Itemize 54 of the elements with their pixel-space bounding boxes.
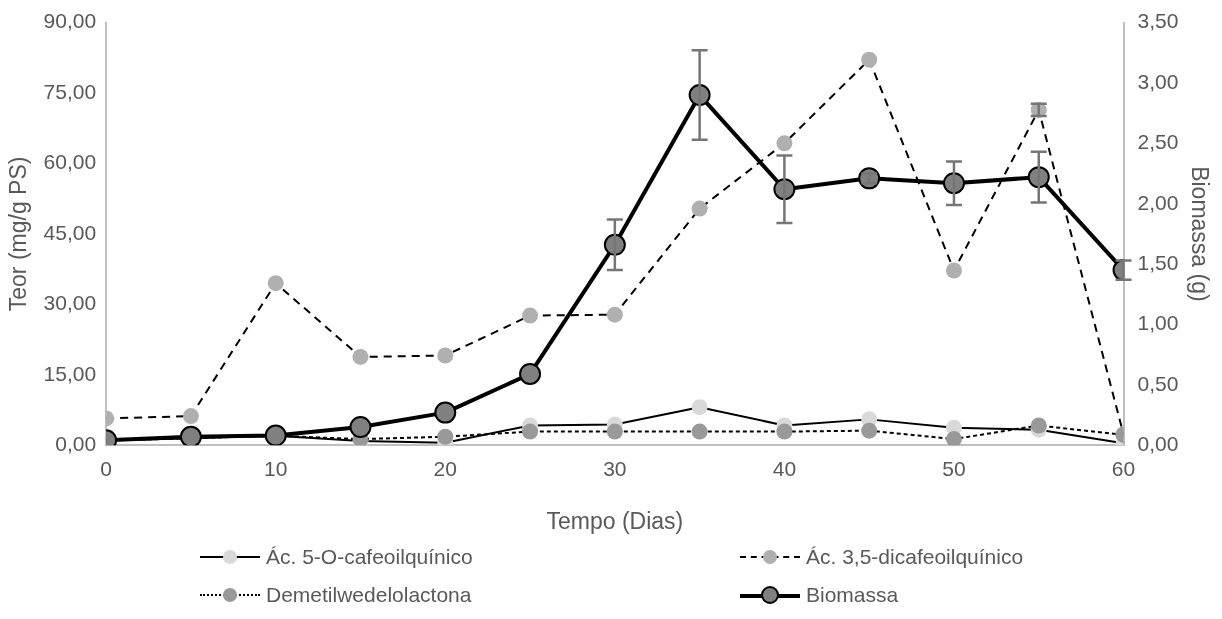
legend-label: Ác. 5-O-cafeoilquínico <box>266 545 473 569</box>
y-tick-label: 30,00 <box>43 291 97 315</box>
y-tick-label: 60,00 <box>43 150 97 174</box>
point <box>519 362 542 385</box>
point <box>606 306 623 323</box>
y2-tick-label: 2,50 <box>1137 130 1179 154</box>
point <box>858 167 881 190</box>
x-tick-label: 10 <box>264 456 288 480</box>
point <box>179 425 202 446</box>
point <box>349 416 372 439</box>
y2-tick-label: 0,50 <box>1137 371 1179 395</box>
point <box>691 423 708 440</box>
legend-label: Biomassa <box>806 583 899 607</box>
point <box>691 399 708 416</box>
x-tick-label: 30 <box>603 456 627 480</box>
point <box>267 275 284 292</box>
point <box>522 307 539 324</box>
x-tick-label: 0 <box>100 456 112 480</box>
x-tick-label: 40 <box>772 456 797 480</box>
point <box>776 135 793 152</box>
x-tick-label: 20 <box>433 456 457 480</box>
point <box>437 428 454 445</box>
y2-tick-label: 3,50 <box>1137 9 1179 33</box>
point <box>437 347 454 364</box>
point <box>776 423 793 440</box>
y2-tick-label: 0,00 <box>1137 432 1179 455</box>
y-tick-label: 90,00 <box>43 9 97 33</box>
point <box>352 348 369 365</box>
point <box>1030 417 1047 434</box>
legend-label: Ác. 3,5-dicafeoilquínico <box>806 545 1024 569</box>
point <box>182 408 199 425</box>
point <box>861 422 878 439</box>
y-tick-label: 15,00 <box>43 361 97 385</box>
y-tick-label: 75,00 <box>43 79 97 103</box>
point <box>945 431 962 446</box>
y2-tick-label: 1,50 <box>1137 250 1179 274</box>
point <box>606 423 623 440</box>
legend-label: Demetilwedelolactona <box>266 583 472 607</box>
y-tick-label: 0,00 <box>55 432 97 455</box>
y-axis-title: Teor (mg/g PS) <box>5 156 32 312</box>
y2-tick-label: 3,00 <box>1137 69 1179 93</box>
x-axis-title: Tempo (Dias) <box>546 507 684 534</box>
y2-axis-title: Biomassa (g) <box>1186 166 1213 302</box>
point <box>861 51 878 68</box>
x-tick-label: 60 <box>1111 456 1136 480</box>
point <box>691 200 708 217</box>
x-tick-label: 50 <box>942 456 966 480</box>
point <box>945 262 962 279</box>
y-tick-label: 45,00 <box>43 220 97 244</box>
point <box>434 401 457 424</box>
y2-tick-label: 1,00 <box>1137 311 1179 335</box>
point <box>942 172 965 195</box>
point <box>522 423 539 440</box>
y2-tick-label: 2,00 <box>1137 190 1179 214</box>
